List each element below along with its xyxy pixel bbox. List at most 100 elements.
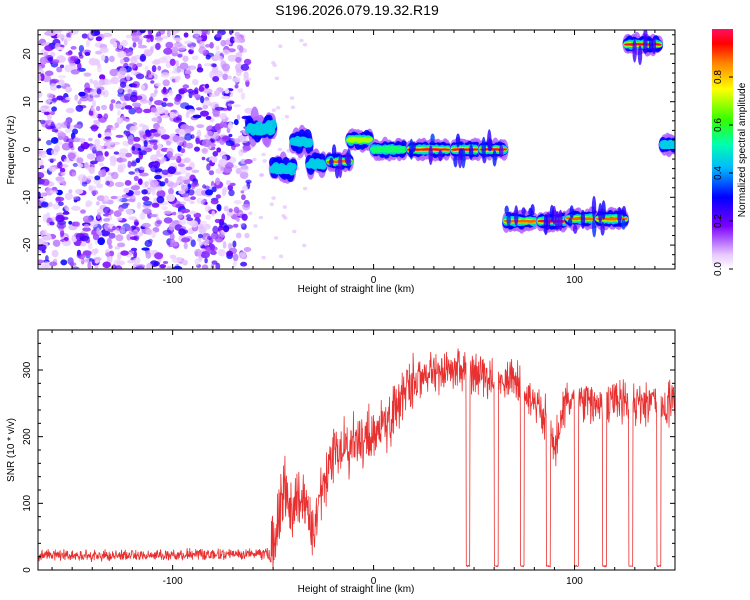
- heatmap-noise-cell: [157, 143, 163, 151]
- heatmap-noise-cell: [117, 252, 122, 261]
- x-tick-label: 0: [371, 576, 377, 587]
- heatmap-noise-cell: [155, 42, 161, 51]
- heatmap-noise-cell: [180, 102, 190, 109]
- heatmap-noise-cell: [178, 257, 185, 265]
- heatmap-noise-cell: [117, 110, 121, 116]
- heatmap-noise-cell: [89, 143, 97, 151]
- heatmap-noise-cell: [38, 149, 44, 157]
- heatmap-noise-cell: [56, 189, 63, 196]
- heatmap-noise-cell: [261, 255, 266, 260]
- heatmap-noise-cell: [155, 106, 166, 115]
- heatmap-noise-cell: [43, 111, 51, 116]
- heatmap-noise-cell: [68, 220, 73, 225]
- heatmap-noise-cell: [176, 75, 181, 81]
- heatmap-noise-cell: [229, 30, 233, 35]
- heatmap-noise-cell: [136, 202, 141, 209]
- heatmap-noise-cell: [84, 51, 91, 56]
- heatmap-noise-cell: [235, 232, 242, 239]
- heatmap-noise-cell: [202, 104, 209, 110]
- heatmap-noise-cell: [72, 162, 78, 167]
- heatmap-noise-cell: [130, 247, 138, 252]
- heatmap-y-label: Frequency (Hz): [6, 116, 17, 185]
- heatmap-noise-cell: [252, 157, 257, 162]
- heatmap-noise-cell: [77, 145, 85, 152]
- heatmap-noise-cell: [63, 205, 68, 210]
- heatmap-noise-cell: [75, 104, 84, 112]
- heatmap-noise-cell: [173, 117, 182, 123]
- heatmap-noise-cell: [55, 176, 65, 182]
- heatmap-noise-cell: [185, 142, 194, 149]
- heatmap-noise-cell: [221, 213, 226, 222]
- heatmap-noise-cell: [236, 217, 240, 222]
- heatmap-noise-cell: [110, 195, 119, 200]
- heatmap-noise-cell: [91, 189, 99, 196]
- heatmap-noise-cell: [221, 188, 227, 196]
- heatmap-noise-cell: [131, 59, 139, 64]
- heatmap-noise-cell: [164, 109, 169, 116]
- heatmap-noise-cell: [181, 237, 191, 243]
- heatmap-noise-cell: [237, 88, 244, 93]
- heatmap-noise-cell: [100, 54, 106, 62]
- heatmap-ridge-segment: [405, 133, 453, 166]
- heatmap-noise-cell: [176, 138, 183, 146]
- heatmap-noise-cell: [162, 86, 167, 94]
- heatmap-noise-cell: [240, 223, 246, 228]
- heatmap-noise-cell: [82, 215, 92, 223]
- heatmap-noise-cell: [109, 103, 114, 112]
- heatmap-noise-cell: [78, 91, 86, 97]
- heatmap-noise-cell: [65, 96, 72, 101]
- heatmap-noise-cell: [168, 187, 174, 195]
- heatmap-noise-cell: [215, 168, 223, 174]
- heatmap-noise-cell: [97, 133, 102, 138]
- heatmap-noise-cell: [282, 205, 287, 209]
- heatmap-noise-cell: [253, 224, 258, 228]
- heatmap-noise-cell: [240, 190, 245, 194]
- heatmap-noise-cell: [215, 262, 221, 269]
- heatmap-noise-cell: [162, 260, 169, 265]
- heatmap-noise-cell: [241, 194, 246, 201]
- heatmap-noise-cell: [229, 36, 235, 44]
- heatmap-noise-cell: [144, 181, 149, 188]
- heatmap-noise-cell: [150, 92, 157, 98]
- heatmap-noise-cell: [136, 231, 144, 237]
- x-tick-label: -100: [163, 275, 183, 286]
- heatmap-noise-cell: [82, 227, 91, 232]
- heatmap-noise-cell: [211, 233, 217, 240]
- heatmap-noise-cell: [217, 204, 222, 212]
- heatmap-noise-cell: [113, 210, 122, 218]
- heatmap-noise-cell: [201, 139, 212, 147]
- heatmap-noise-cell: [215, 45, 220, 51]
- heatmap-noise-cell: [94, 175, 101, 181]
- heatmap-noise-cell: [178, 190, 186, 195]
- heatmap-noise-cell: [79, 235, 89, 242]
- heatmap-noise-cell: [51, 249, 59, 258]
- heatmap-noise-cell: [224, 162, 234, 169]
- y-tick-label: 20: [22, 48, 33, 60]
- heatmap-noise-cell: [128, 230, 138, 235]
- heatmap-ridge-cell: [492, 149, 497, 167]
- heatmap-noise-cell: [139, 172, 149, 177]
- heatmap-noise-cell: [68, 189, 73, 194]
- heatmap-noise-cell: [151, 202, 160, 208]
- heatmap-noise-cell: [143, 108, 152, 114]
- heatmap-noise-cell: [144, 65, 149, 72]
- heatmap-noise-cell: [149, 128, 158, 133]
- heatmap-noise-cell: [211, 260, 218, 265]
- heatmap-noise-cell: [194, 87, 199, 95]
- heatmap-ridge-segment: [594, 200, 630, 236]
- heatmap-noise-cell: [243, 77, 252, 82]
- heatmap-noise-cell: [219, 113, 227, 120]
- colorbar-tick-label: 0.0: [713, 262, 724, 276]
- heatmap-noise-cell: [222, 121, 230, 128]
- heatmap-noise-cell: [165, 140, 172, 146]
- heatmap-noise-cell: [227, 103, 233, 107]
- heatmap-ridge-cell: [488, 138, 493, 152]
- heatmap-noise-cell: [48, 166, 57, 173]
- heatmap-noise-cell: [56, 95, 64, 101]
- heatmap-noise-cell: [184, 133, 193, 141]
- heatmap-noise-cell: [119, 67, 127, 76]
- heatmap-noise-cell: [137, 38, 143, 46]
- heatmap-noise-cell: [211, 67, 219, 74]
- heatmap-noise-cell: [59, 79, 66, 87]
- heatmap-noise-cell: [156, 185, 163, 192]
